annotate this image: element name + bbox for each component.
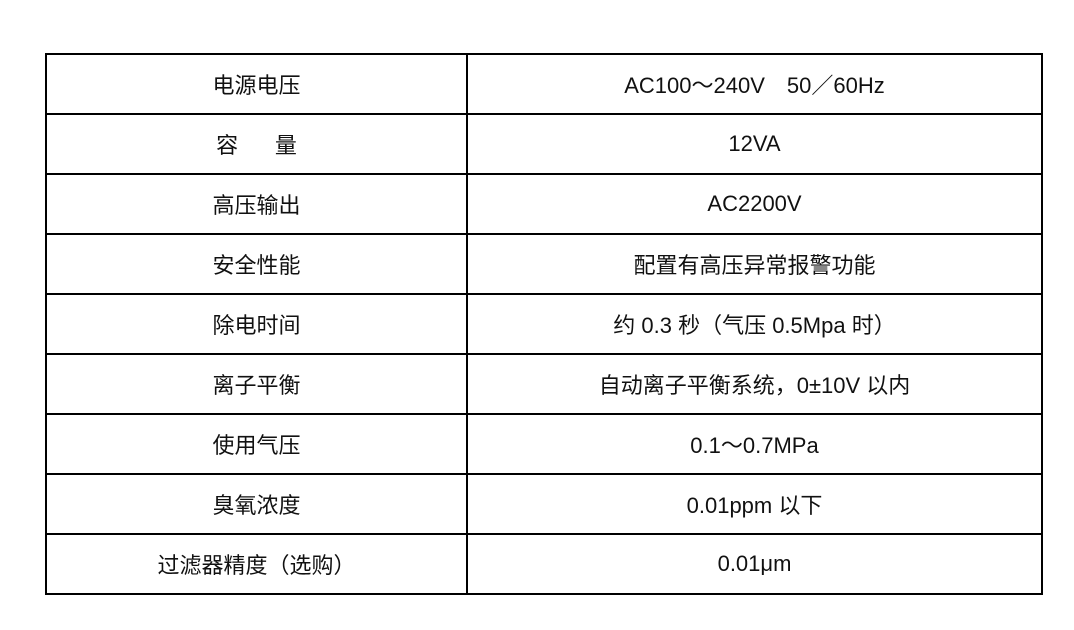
spec-label: 臭氧浓度 [45, 473, 468, 535]
spec-label: 高压输出 [45, 173, 468, 235]
spec-table: 电源电压 AC100～240V 50／60Hz 容 量 12VA 高压输出 AC2200V… [45, 53, 1043, 595]
spec-value: 12VA [466, 113, 1043, 175]
spec-value: 0.01μm [466, 533, 1043, 595]
table-row: 容 量 12VA [45, 113, 1043, 175]
spec-value: 配置有高压异常报警功能 [466, 233, 1043, 295]
spec-label: 安全性能 [45, 233, 468, 295]
spec-label: 除电时间 [45, 293, 468, 355]
spec-table-body: 电源电压 AC100～240V 50／60Hz 容 量 12VA 高压输出 AC2200V… [45, 53, 1043, 595]
table-row: 安全性能 配置有高压异常报警功能 [45, 233, 1043, 295]
spec-label: 电源电压 [45, 53, 468, 115]
table-row: 过滤器精度（选购） 0.01μm [45, 533, 1043, 595]
spec-value: AC2200V [466, 173, 1043, 235]
spec-value: 0.1～0.7MPa [466, 413, 1043, 475]
table-row: 使用气压 0.1～0.7MPa [45, 413, 1043, 475]
spec-label: 使用气压 [45, 413, 468, 475]
table-row: 除电时间约 0.3 秒（气压 0.5Mpa 时） [45, 293, 1043, 355]
table-row: 离子平衡 自动离子平衡系统，0±10V 以内 [45, 353, 1043, 415]
table-row: 电源电压 AC100～240V 50／60Hz [45, 53, 1043, 115]
table-row: 臭氧浓度 0.01ppm 以下 [45, 473, 1043, 535]
spec-value: 约 0.3 秒（气压 0.5Mpa 时） [466, 293, 1043, 355]
spec-label: 过滤器精度（选购） [45, 533, 468, 595]
spec-value: 0.01ppm 以下 [466, 473, 1043, 535]
table-row: 高压输出 AC2200V [45, 173, 1043, 235]
spec-label: 离子平衡 [45, 353, 468, 415]
spec-value: AC100～240V 50／60Hz [466, 53, 1043, 115]
spec-value: 自动离子平衡系统，0±10V 以内 [466, 353, 1043, 415]
spec-label: 容 量 [45, 113, 468, 175]
